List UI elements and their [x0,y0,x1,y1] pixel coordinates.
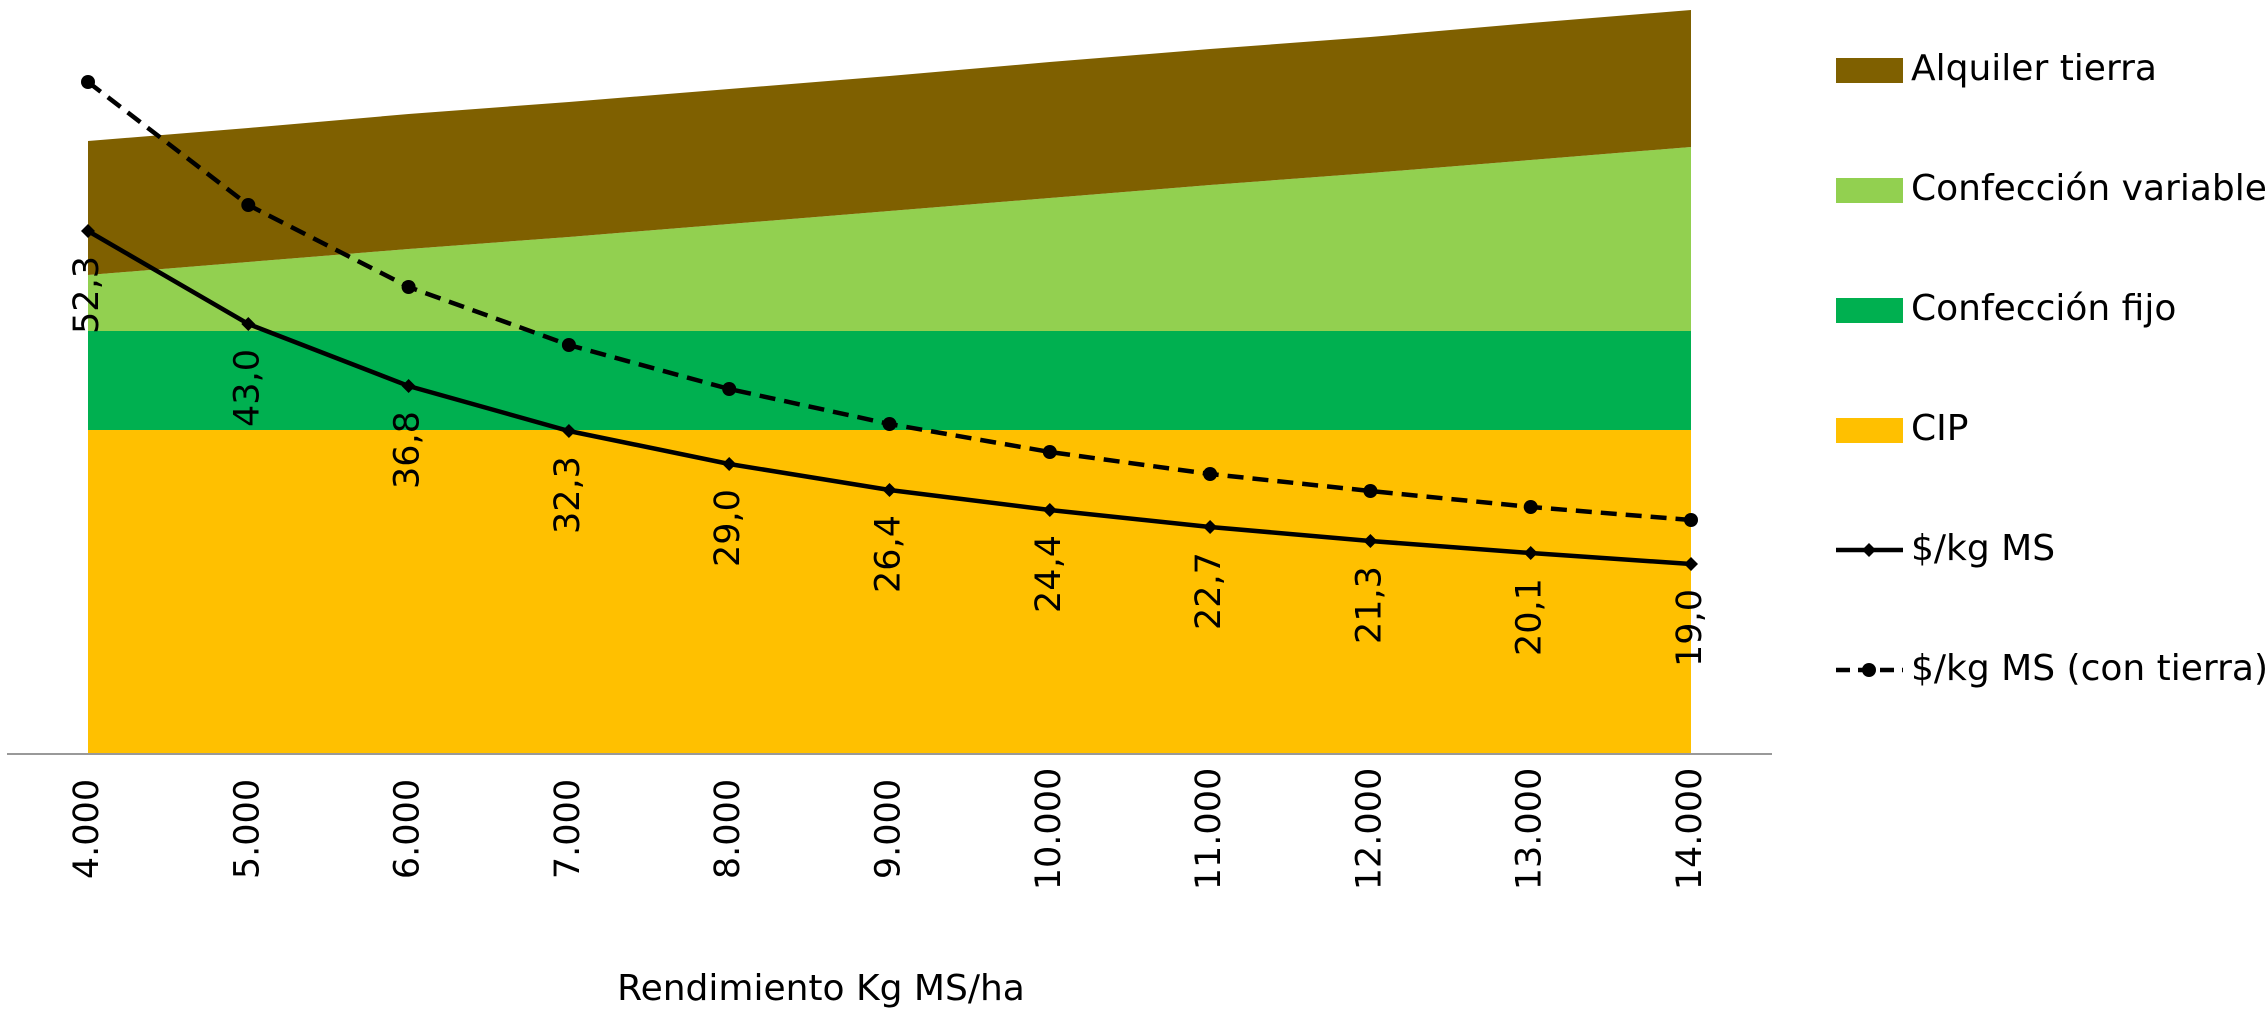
labels: 52,3 43,0 36,8 32,3 29,0 26,4 24,4 22,7 21,3 20,1… [67,256,1710,667]
marker [1203,520,1218,534]
legend-marker [1862,663,1876,677]
marker [1042,445,1057,459]
x-tick-label: 11.000 [1189,768,1229,890]
marker [1363,534,1378,548]
marker [1684,513,1698,527]
data-label: 19,0 [1670,589,1710,667]
marker [1684,557,1698,571]
marker [1363,484,1378,498]
data-label: 36,8 [388,411,428,489]
legend-label: Alquiler tierra [1911,48,2157,89]
marker [1523,500,1538,514]
marker [241,317,256,331]
legend-label: Confección fijo [1911,288,2176,329]
legend-swatch [1836,418,1903,443]
marker [561,338,576,352]
data-label: 32,3 [548,456,588,534]
areas [88,10,1691,754]
marker [561,424,576,438]
marker [722,382,737,396]
marker [722,457,737,471]
legend-label: $/kg MS (con tierra) [1911,648,2267,689]
marker [81,75,95,89]
marker [401,280,416,294]
data-label: 24,4 [1029,535,1069,613]
marker [882,483,897,497]
area [88,147,1691,331]
legend-label: $/kg MS [1911,528,2055,569]
x-tick-label: 9.000 [869,779,909,879]
data-label: 22,7 [1189,552,1229,630]
area [88,430,1691,754]
legend-swatch [1836,298,1903,323]
marker [1523,546,1538,560]
x-tick-label: 10.000 [1029,768,1069,890]
marker [241,198,256,212]
x-tick-label: 14.000 [1670,768,1710,890]
x-tick-label: 7.000 [548,779,588,879]
area [88,10,1691,275]
x-tick-label: 13.000 [1510,768,1550,890]
x-tick-label: 12.000 [1349,768,1389,890]
legend-marker [1862,543,1876,557]
data-label: 52,3 [67,256,107,334]
marker [1042,503,1057,517]
marker [1203,467,1218,481]
data-label: 21,3 [1349,566,1389,644]
marker [401,379,416,393]
legend-swatch [1836,58,1903,83]
data-label: 29,0 [708,489,748,567]
marker [81,224,95,238]
legend-swatch [1836,178,1903,203]
area [88,331,1691,430]
data-label: 20,1 [1510,578,1550,656]
x-axis-title: Rendimiento Kg MS/ha [617,968,1025,1009]
legend-label: Confección variable [1911,168,2267,209]
x-tick-label: 5.000 [227,779,267,879]
lines [81,75,1698,571]
x-tick-label: 6.000 [388,779,428,879]
x-tick-label: 8.000 [708,779,748,879]
legend: Alquiler tierra Confección variable Confec… [1836,48,2267,689]
legend-label: CIP [1911,408,1968,449]
data-label: 26,4 [869,515,909,593]
marker [882,417,897,431]
x-tick-label: 4.000 [67,779,107,879]
data-label: 43,0 [227,349,267,427]
